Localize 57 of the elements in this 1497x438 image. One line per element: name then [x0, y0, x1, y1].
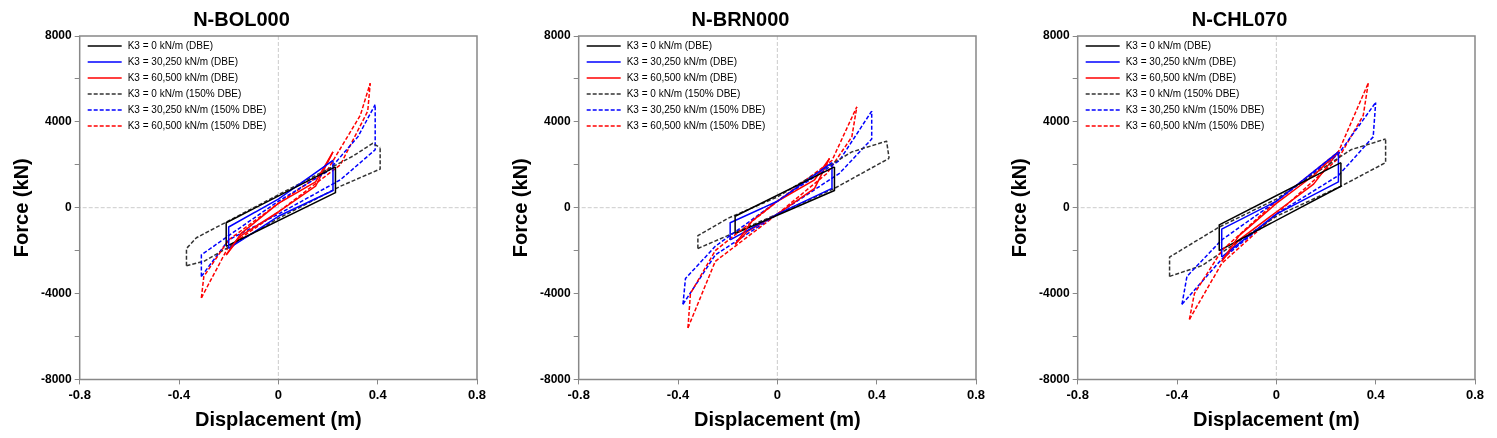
- y-tick-label: -8000: [40, 371, 73, 386]
- x-tick-label: 0: [1272, 386, 1280, 402]
- y-tick-label: 8000: [1042, 28, 1071, 43]
- x-tick-label: 0.4: [368, 386, 388, 402]
- x-tick-label: -0.8: [68, 386, 91, 402]
- y-tick-label: -4000: [1038, 285, 1071, 300]
- y-tick-label: 4000: [44, 114, 73, 129]
- x-tick-label: 0: [274, 386, 282, 402]
- y-tick-label: 4000: [1042, 114, 1071, 129]
- y-tick-label: -8000: [1038, 371, 1071, 386]
- x-tick-label: -0.8: [1066, 386, 1089, 402]
- y-tick-label: 4000: [543, 114, 572, 129]
- legend-label: K3 = 60,500 kN/m (150% DBE): [626, 119, 766, 131]
- legend-label: K3 = 0 kN/m (DBE): [1125, 39, 1211, 51]
- legend-label: K3 = 60,500 kN/m (150% DBE): [1125, 119, 1265, 131]
- y-axis-title: Force (kN): [9, 158, 32, 258]
- y-axis-title: Force (kN): [1007, 158, 1030, 258]
- legend-label: K3 = 30,250 kN/m (150% DBE): [1125, 103, 1265, 115]
- x-tick-label: 0: [773, 386, 781, 402]
- y-tick-label: -4000: [539, 285, 572, 300]
- x-axis-title: Displacement (m): [1192, 407, 1360, 430]
- legend-label: K3 = 30,250 kN/m (DBE): [127, 55, 239, 67]
- x-tick-label: 0.8: [1465, 386, 1485, 402]
- y-tick-label: 0: [65, 200, 72, 215]
- x-tick-label: -0.4: [666, 386, 690, 402]
- x-tick-label: -0.4: [1165, 386, 1189, 402]
- legend-label: K3 = 0 kN/m (150% DBE): [127, 87, 242, 99]
- chart-title: N-CHL070: [1191, 7, 1288, 30]
- y-tick-label: -8000: [539, 371, 572, 386]
- legend-label: K3 = 30,250 kN/m (DBE): [626, 55, 738, 67]
- legend-label: K3 = 60,500 kN/m (DBE): [1125, 71, 1237, 83]
- x-tick-label: 0.4: [1366, 386, 1386, 402]
- legend-label: K3 = 60,500 kN/m (150% DBE): [127, 119, 267, 131]
- legend-label: K3 = 30,250 kN/m (DBE): [1125, 55, 1237, 67]
- chart-title: N-BOL000: [193, 7, 290, 30]
- legend-label: K3 = 60,500 kN/m (DBE): [626, 71, 738, 83]
- x-axis-title: Displacement (m): [693, 407, 861, 430]
- chart-title: N-BRN000: [691, 7, 790, 30]
- legend-label: K3 = 0 kN/m (DBE): [127, 39, 213, 51]
- y-tick-label: 0: [1063, 200, 1070, 215]
- legend-label: K3 = 30,250 kN/m (150% DBE): [626, 103, 766, 115]
- y-axis-title: Force (kN): [508, 158, 531, 258]
- y-tick-label: -4000: [40, 285, 73, 300]
- x-tick-label: 0.8: [467, 386, 487, 402]
- x-tick-label: 0.4: [867, 386, 887, 402]
- x-axis-title: Displacement (m): [194, 407, 362, 430]
- legend-label: K3 = 0 kN/m (150% DBE): [626, 87, 741, 99]
- legend-label: K3 = 0 kN/m (DBE): [626, 39, 712, 51]
- y-tick-label: 8000: [44, 28, 73, 43]
- legend-label: K3 = 0 kN/m (150% DBE): [1125, 87, 1240, 99]
- x-tick-label: 0.8: [966, 386, 986, 402]
- legend-label: K3 = 30,250 kN/m (150% DBE): [127, 103, 267, 115]
- y-tick-label: 0: [564, 200, 571, 215]
- y-tick-label: 8000: [543, 28, 572, 43]
- x-tick-label: -0.4: [167, 386, 191, 402]
- legend-label: K3 = 60,500 kN/m (DBE): [127, 71, 239, 83]
- x-tick-label: -0.8: [567, 386, 590, 402]
